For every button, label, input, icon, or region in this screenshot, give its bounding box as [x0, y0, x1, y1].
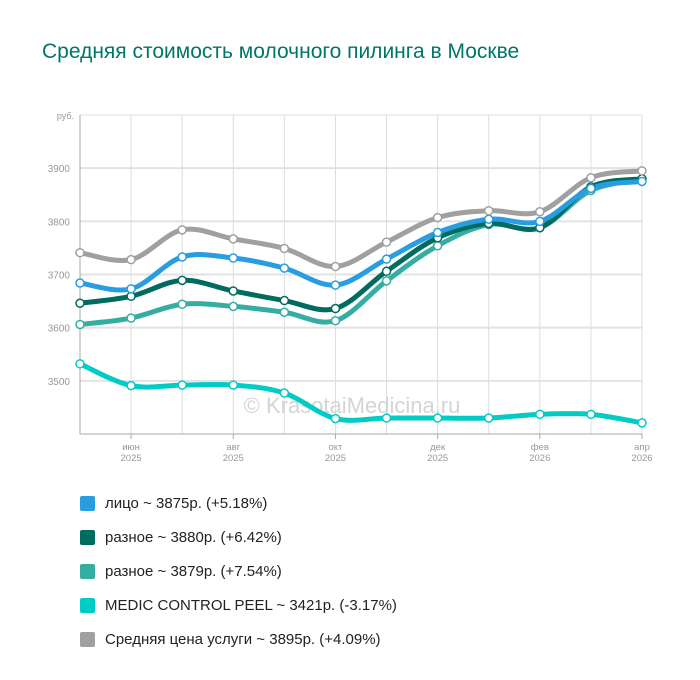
data-point	[637, 176, 647, 187]
legend-item[interactable]: разное ~ 3879р. (+7.54%)	[80, 554, 397, 588]
legend-item[interactable]: MEDIC CONTROL PEEL ~ 3421р. (-3.17%)	[80, 588, 397, 622]
x-tick-month: дек	[430, 442, 446, 453]
data-point	[535, 216, 545, 227]
data-point	[330, 413, 341, 424]
x-tick-year: 2026	[631, 453, 652, 464]
data-point	[75, 278, 85, 288]
legend-label: разное ~ 3880р. (+6.42%)	[105, 528, 282, 546]
data-point	[483, 413, 494, 423]
y-tick-label: 3900	[48, 164, 71, 175]
y-axis-label: руб.	[57, 111, 74, 121]
data-point	[535, 207, 545, 217]
data-point	[177, 299, 187, 310]
data-point	[381, 276, 392, 286]
x-tick-year: 2025	[223, 453, 244, 464]
data-point	[228, 253, 239, 263]
legend-label: лицо ~ 3875р. (+5.18%)	[105, 494, 268, 512]
x-tick-month: окт	[329, 442, 344, 453]
legend-swatch	[80, 563, 95, 579]
legend-swatch	[80, 529, 95, 545]
data-point	[177, 380, 187, 390]
data-point	[279, 307, 290, 317]
data-point	[381, 266, 392, 277]
data-point	[126, 254, 136, 265]
x-tick-year: 2025	[325, 453, 346, 464]
data-point	[432, 241, 443, 251]
data-point	[279, 243, 290, 254]
data-point	[586, 183, 596, 194]
data-point	[432, 413, 443, 423]
data-point	[381, 237, 392, 247]
legend-label: MEDIC CONTROL PEEL ~ 3421р. (-3.17%)	[105, 596, 397, 614]
data-point	[432, 212, 443, 223]
data-point	[126, 380, 136, 391]
data-point	[228, 380, 239, 390]
x-tick-year: 2025	[427, 453, 448, 464]
data-point	[228, 286, 239, 296]
data-point	[535, 409, 545, 420]
x-tick-year: 2026	[529, 453, 550, 464]
data-point	[381, 413, 392, 423]
data-point	[586, 409, 596, 420]
legend-label: разное ~ 3879р. (+7.54%)	[105, 562, 282, 580]
data-point	[75, 247, 85, 258]
x-tick-month: фев	[531, 442, 549, 453]
data-point	[279, 295, 290, 306]
x-tick-year: 2025	[121, 453, 142, 464]
data-point	[228, 301, 239, 312]
data-point	[177, 252, 187, 262]
data-point	[75, 298, 85, 308]
data-point	[177, 275, 187, 286]
data-point	[330, 280, 341, 290]
legend-item[interactable]: лицо ~ 3875р. (+5.18%)	[80, 486, 397, 520]
legend-item[interactable]: разное ~ 3880р. (+6.42%)	[80, 520, 397, 554]
data-point	[330, 303, 341, 314]
data-point	[637, 418, 647, 428]
legend-swatch	[80, 631, 95, 647]
y-tick-label: 3700	[48, 271, 71, 282]
data-point	[279, 263, 290, 273]
watermark: © KrasotaiMedicina.ru	[244, 393, 461, 418]
y-tick-label: 3800	[48, 217, 71, 228]
data-point	[279, 388, 290, 398]
legend-label: Средняя цена услуги ~ 3895р. (+4.09%)	[105, 630, 381, 648]
data-point	[330, 316, 341, 326]
data-point	[126, 313, 136, 323]
x-tick-month: апр	[634, 442, 650, 453]
x-tick-month: июн	[122, 442, 140, 453]
legend-item[interactable]: Средняя цена услуги ~ 3895р. (+4.09%)	[80, 622, 397, 656]
y-tick-label: 3600	[48, 324, 71, 335]
data-point	[483, 205, 494, 216]
data-point	[432, 227, 443, 238]
data-point	[586, 172, 596, 183]
legend: лицо ~ 3875р. (+5.18%) разное ~ 3880р. (+…	[80, 486, 397, 656]
x-tick-month: авг	[226, 442, 240, 453]
legend-swatch	[80, 495, 95, 511]
chart-title: Средняя стоимость молочного пилинга в Мо…	[42, 40, 520, 63]
legend-swatch	[80, 597, 95, 613]
data-point	[637, 166, 647, 176]
data-point	[381, 254, 392, 264]
y-tick-label: 3500	[48, 377, 71, 388]
data-point	[75, 319, 85, 330]
data-point	[330, 261, 341, 272]
data-point	[75, 359, 85, 369]
data-point	[228, 234, 239, 244]
data-point	[483, 214, 494, 224]
data-point	[126, 284, 136, 294]
data-point	[177, 225, 187, 235]
